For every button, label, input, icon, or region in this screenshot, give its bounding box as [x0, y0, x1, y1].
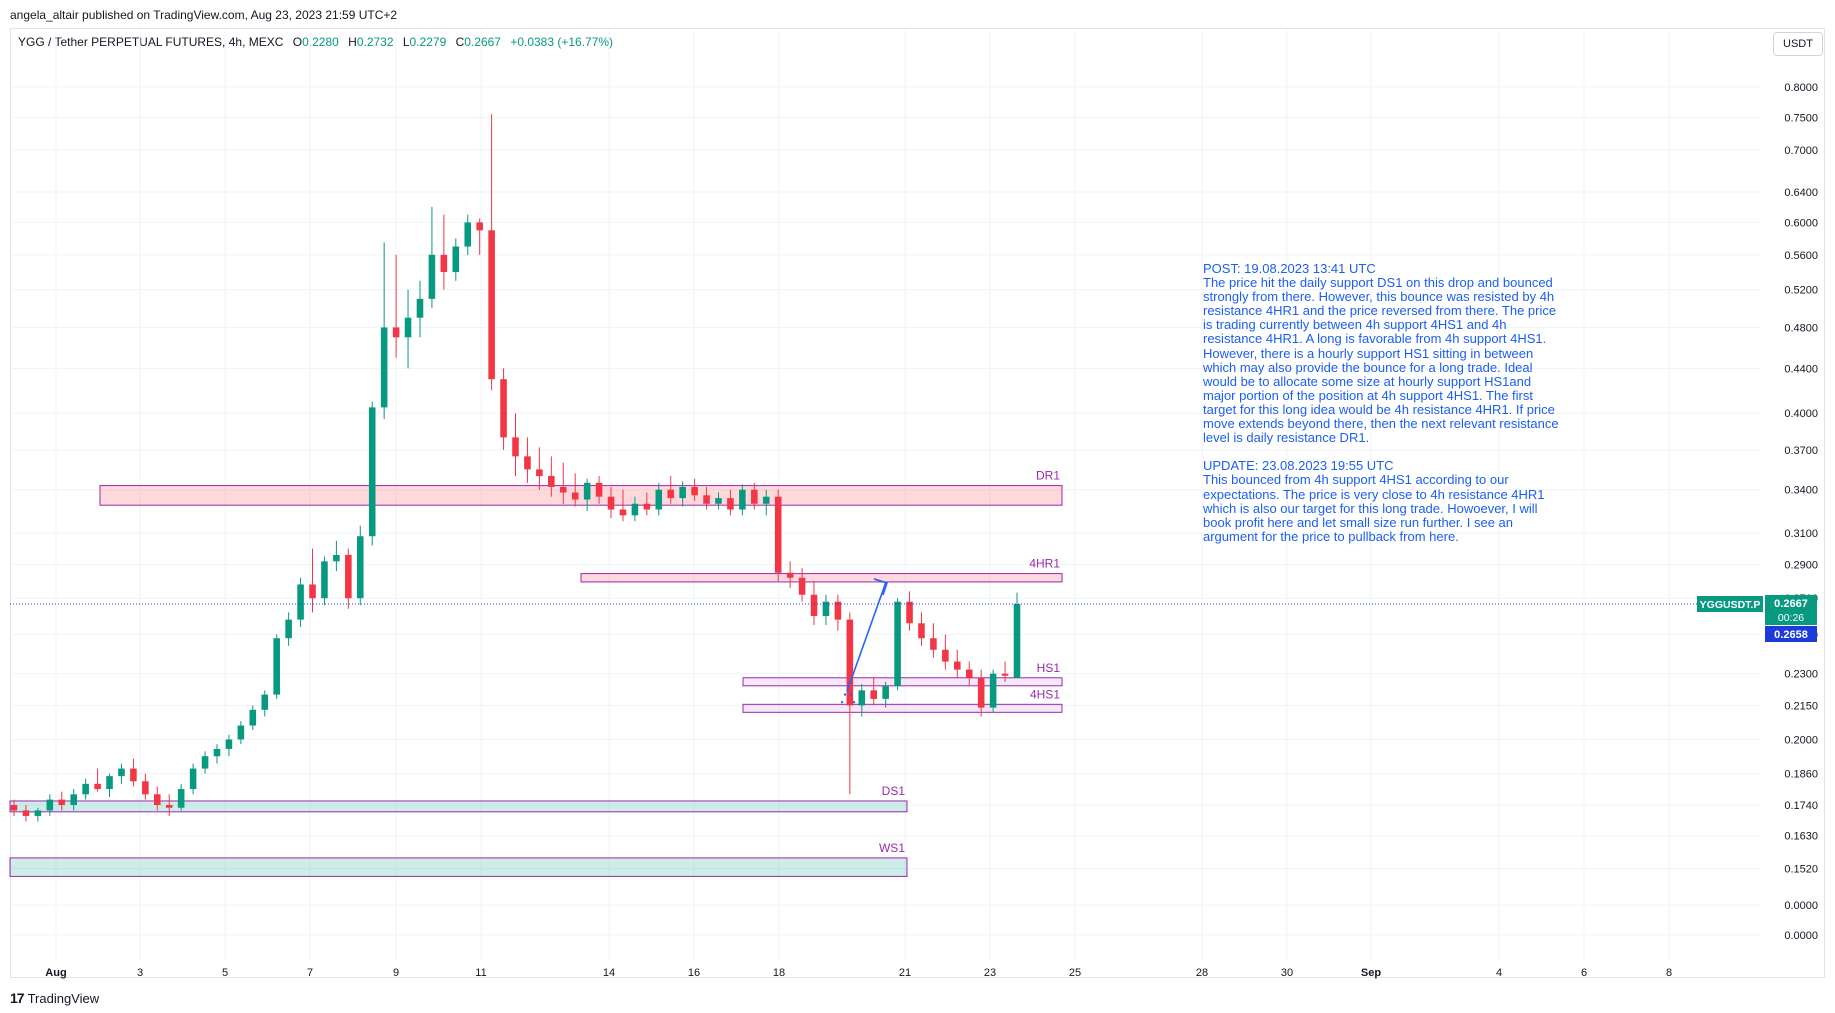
footer-logo[interactable]: 17 TradingView — [10, 990, 99, 1006]
chart-frame[interactable] — [10, 28, 1825, 978]
high-label: H — [348, 35, 357, 49]
brand-name: TradingView — [27, 990, 100, 1006]
open-value: 0.2280 — [302, 35, 339, 49]
close-label: C — [455, 35, 465, 49]
publisher-line: angela_altair published on TradingView.c… — [10, 8, 398, 22]
change-value: +0.0383 (+16.77%) — [510, 35, 614, 49]
close-value: 0.2667 — [464, 35, 501, 49]
symbol-title[interactable]: YGG / Tether PERPETUAL FUTURES, 4h, MEXC — [18, 35, 284, 49]
analysis-post: POST: 19.08.2023 13:41 UTC The price hit… — [1203, 261, 1559, 446]
tradingview-logo-icon: 17 — [10, 990, 25, 1006]
low-label: L — [402, 35, 410, 49]
symbol-legend: YGG / Tether PERPETUAL FUTURES, 4h, MEXC… — [18, 35, 613, 49]
analysis-note: POST: 19.08.2023 13:41 UTC The price hit… — [1203, 261, 1563, 544]
high-value: 0.2732 — [356, 35, 394, 49]
open-label: O — [292, 35, 303, 49]
low-value: 0.2279 — [409, 35, 447, 49]
currency-button[interactable]: USDT — [1773, 32, 1823, 56]
analysis-update: UPDATE: 23.08.2023 19:55 UTC This bounce… — [1203, 458, 1545, 544]
